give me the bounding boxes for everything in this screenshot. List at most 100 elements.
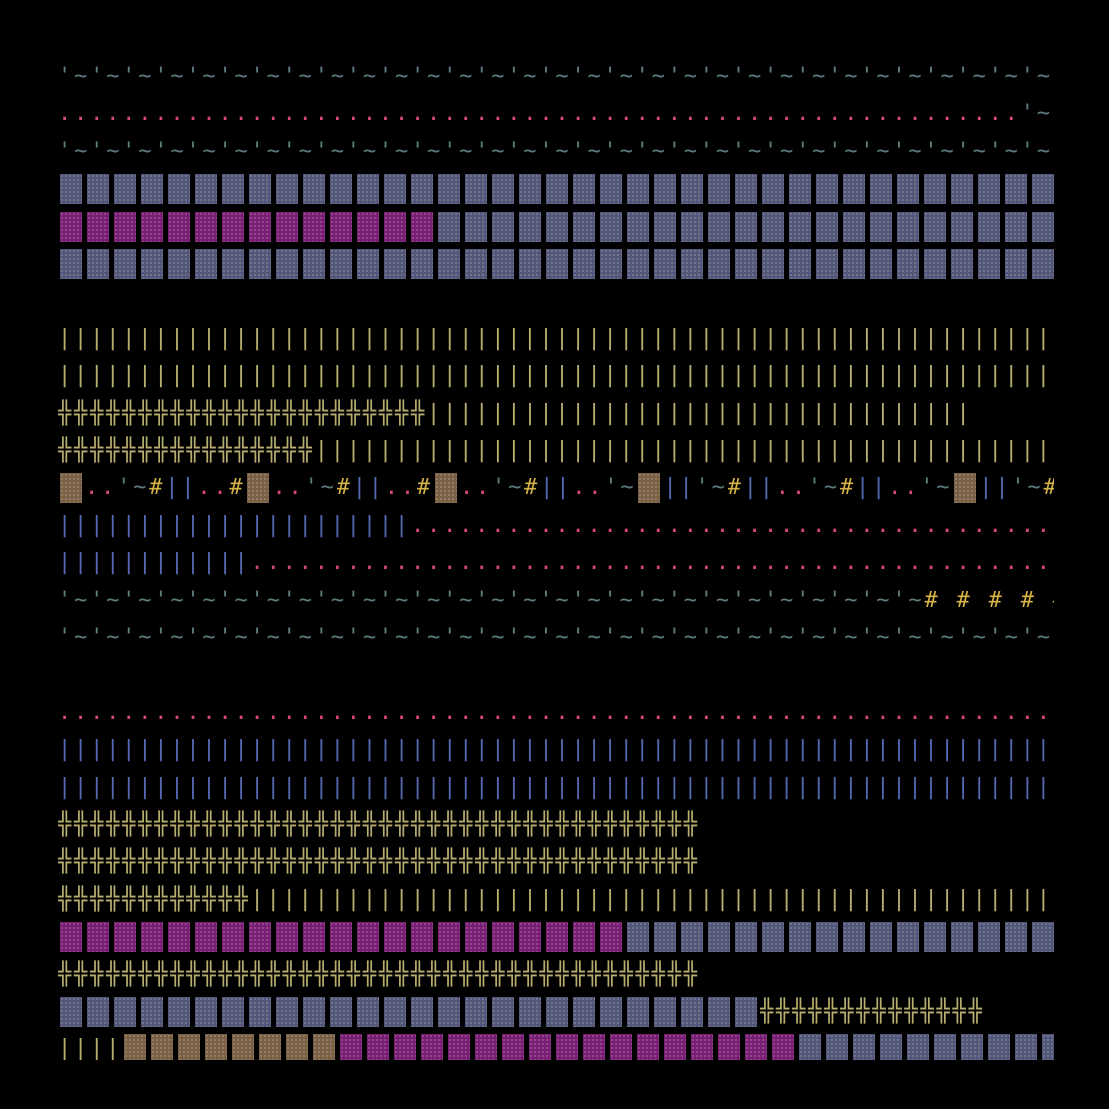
- slate-block: [87, 249, 109, 279]
- dot-glyph-run: ..: [85, 475, 118, 501]
- brown-block: [638, 473, 661, 504]
- slate-block: [1005, 174, 1027, 205]
- brown-block: [247, 473, 270, 504]
- slate-block: [735, 249, 757, 279]
- slate-block: [1005, 249, 1027, 279]
- hash-glyph-run: #: [336, 475, 353, 501]
- magenta-block: [465, 922, 487, 953]
- slate-block: [492, 174, 514, 205]
- brown-block: [286, 1034, 309, 1060]
- hash-glyph-run: #: [1043, 471, 1054, 505]
- bar_blue-glyph-run: ||: [663, 475, 696, 501]
- slate-block: [735, 211, 757, 242]
- slate-block: [951, 174, 973, 205]
- slate-block: [735, 922, 757, 953]
- texture-row: ........................................…: [58, 696, 1054, 730]
- slate-block: [1032, 922, 1054, 953]
- slate-block: [708, 922, 730, 953]
- magenta-block: [303, 211, 325, 242]
- magenta-block: [421, 1034, 444, 1060]
- brown-block: [434, 473, 457, 504]
- texture-row: ╬╬╬╬╬╬╬╬╬╬╬╬╬╬╬╬╬╬╬╬╬╬╬|||||||||||||||||…: [58, 397, 973, 431]
- slate-block: [897, 174, 919, 205]
- magenta-block: [60, 922, 82, 953]
- magenta-block: [664, 1034, 687, 1060]
- texture-row: ||||||||||||||||||||||||||||||||||||||||…: [58, 359, 1054, 393]
- magenta-block: [438, 922, 460, 953]
- slate-block: [276, 174, 298, 205]
- texture-row: ||||||||||||............................…: [58, 546, 1054, 580]
- slate-block: [789, 249, 811, 279]
- slate-block: [924, 174, 946, 205]
- slate-block: [195, 174, 217, 205]
- slate-block: [627, 249, 649, 279]
- wave-glyph-run: '~'~'~'~'~'~'~'~'~: [1020, 101, 1054, 127]
- slate-block: [735, 174, 757, 205]
- wave-glyph-run: '~: [807, 475, 840, 501]
- slate-block: [195, 997, 217, 1027]
- slate-block: [762, 211, 784, 242]
- cross-glyph-run: ╬╬╬╬╬╬╬╬╬╬╬╬╬╬: [760, 999, 985, 1024]
- slate-block: [654, 211, 676, 242]
- bar_blue-glyph-run: ||||||||||||||||||||||||||||||||||||||||…: [58, 737, 1054, 763]
- slate-block: [141, 997, 163, 1027]
- hash-glyph-run: #: [229, 475, 246, 501]
- dot-glyph-run: ..: [197, 475, 230, 501]
- slate-block: [222, 249, 244, 279]
- brown-block: [954, 473, 977, 504]
- texture-row: [58, 172, 1054, 206]
- slate-block: [978, 174, 1000, 205]
- wave-glyph-run: '~: [920, 475, 953, 501]
- slate-block: [654, 249, 676, 279]
- bar_blue-glyph-run: ||||||||||||||||||||||||||||||||||||||||…: [58, 774, 1054, 800]
- bar_yellow-glyph-run: ||||||||||||||||||||||||||||||||||||||||…: [58, 325, 1054, 351]
- slate-block: [87, 997, 109, 1027]
- bar_blue-glyph-run: ||: [979, 475, 1012, 501]
- wave-glyph-run: '~: [604, 475, 637, 501]
- magenta-block-run: [58, 210, 436, 244]
- dot-glyph-run: ..: [384, 475, 417, 501]
- slate-block: [681, 211, 703, 242]
- slate-block: [870, 211, 892, 242]
- slate-block: [411, 997, 433, 1027]
- magenta-block: [249, 211, 271, 242]
- slate-block: [627, 997, 649, 1027]
- bar_blue-glyph-run: ||: [165, 475, 198, 501]
- slate-block: [357, 174, 379, 205]
- slate-block: [853, 1034, 876, 1060]
- texture-row: [58, 210, 1054, 244]
- slate-block: [843, 922, 865, 953]
- wave-glyph-run: '~'~'~'~'~'~'~'~'~'~'~'~'~'~'~'~'~'~'~'~…: [58, 625, 1054, 650]
- slate-block: [951, 249, 973, 279]
- brown-block: [151, 1034, 174, 1060]
- slate-block: [438, 997, 460, 1027]
- magenta-block: [411, 922, 433, 953]
- magenta-block: [276, 211, 298, 242]
- magenta-block: [330, 211, 352, 242]
- slate-block: [249, 997, 271, 1027]
- brown-block: [60, 473, 82, 504]
- slate-block: [141, 174, 163, 205]
- slate-block: [384, 997, 406, 1027]
- slate-block: [492, 249, 514, 279]
- slate-block: [168, 249, 190, 279]
- magenta-block: [114, 922, 136, 953]
- slate-block: [600, 211, 622, 242]
- slate-block: [978, 249, 1000, 279]
- slate-block: [357, 249, 379, 279]
- slate-block: [276, 249, 298, 279]
- bar_blue-glyph-run: ||||||||||||||||||||||: [58, 512, 411, 538]
- texture-row: [58, 920, 1054, 954]
- slate-block: [573, 997, 595, 1027]
- hash-glyph-run: #: [727, 475, 744, 501]
- magenta-block: [249, 922, 271, 953]
- slate-block: [222, 174, 244, 205]
- slate-block: [978, 922, 1000, 953]
- slate-block: [816, 922, 838, 953]
- slate-block: [573, 211, 595, 242]
- magenta-block: [556, 1034, 579, 1060]
- hash-glyph-run: # # # # # # # # # # # # #: [924, 587, 1054, 613]
- slate-block: [330, 249, 352, 279]
- slate-block: [330, 997, 352, 1027]
- bar_blue-glyph-run: ||: [743, 475, 776, 501]
